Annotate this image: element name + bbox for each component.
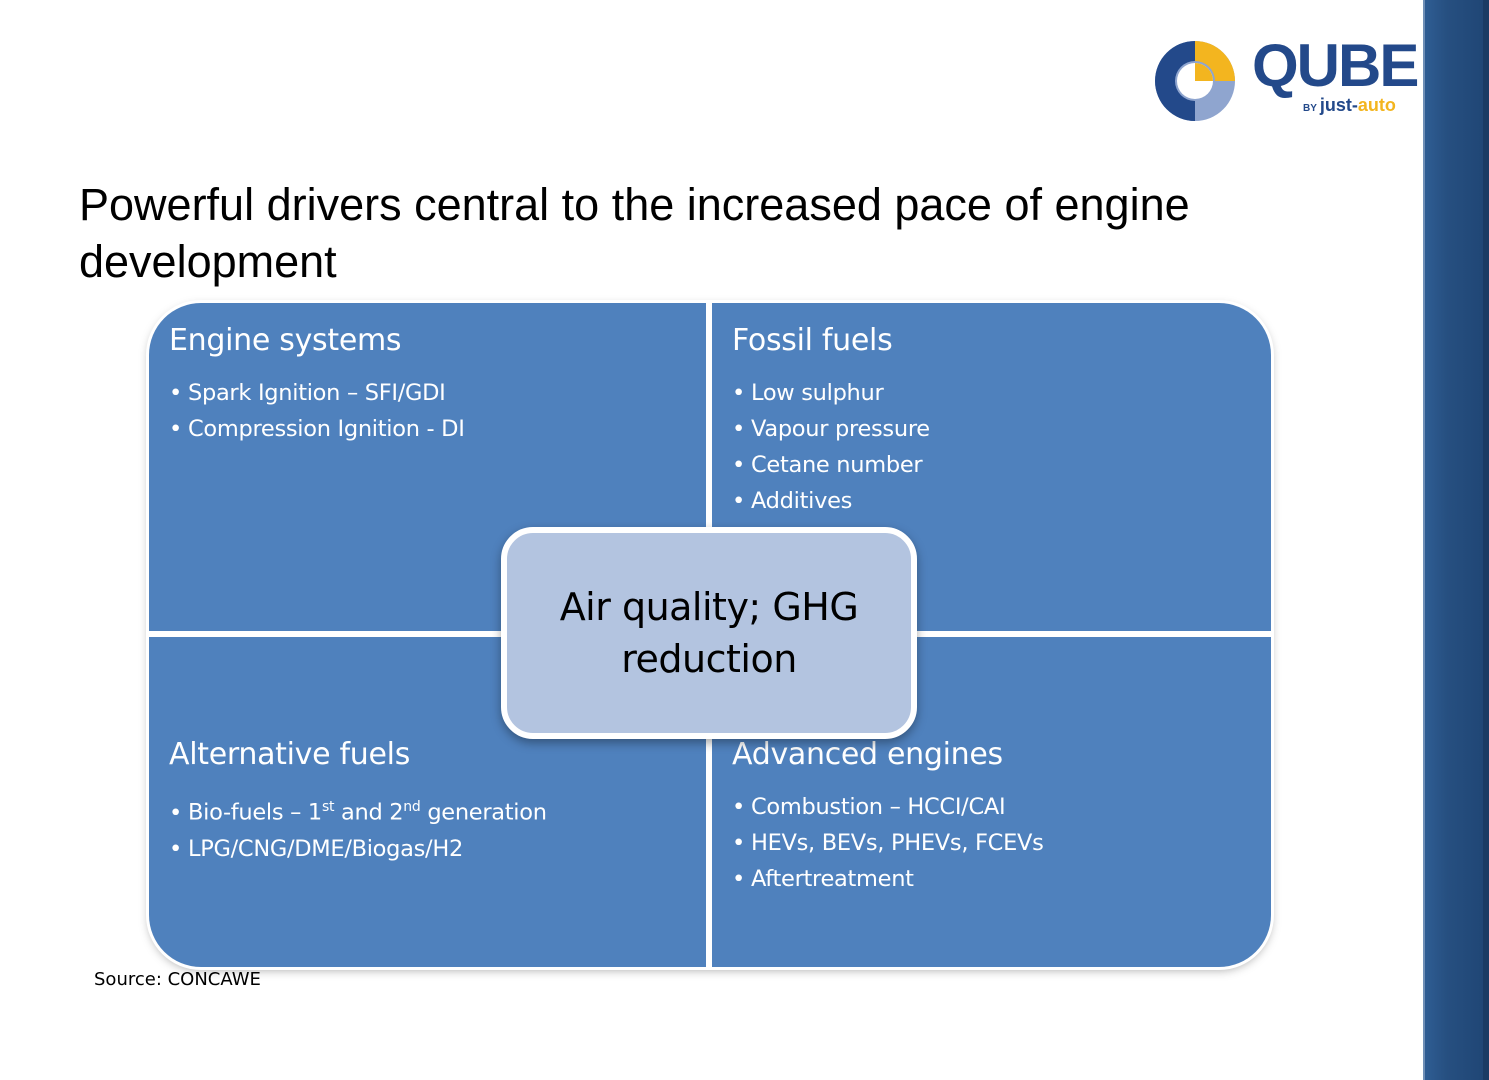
list-item: Additives (732, 483, 1251, 519)
list-item: Aftertreatment (732, 861, 1251, 897)
quadrant-heading: Advanced engines (732, 737, 1003, 772)
side-accent-bar (1423, 0, 1489, 1080)
center-label: Air quality; GHG reduction (559, 585, 859, 681)
list-item: Bio-fuels – 1st and 2nd generation (169, 789, 686, 831)
logo-wordmark: QUBE (1252, 32, 1419, 99)
center-driver-box: Air quality; GHG reduction (501, 527, 917, 739)
list-item: Compression Ignition - DI (169, 411, 686, 447)
list-item: Cetane number (732, 447, 1251, 483)
qube-logo-icon (1155, 41, 1235, 121)
quadrant-heading: Fossil fuels (732, 323, 893, 358)
driver-matrix: Engine systems Spark Ignition – SFI/GDI … (149, 303, 1271, 967)
quadrant-heading: Alternative fuels (169, 737, 411, 772)
slide-title: Powerful drivers central to the increase… (79, 179, 1190, 287)
list-item: LPG/CNG/DME/Biogas/H2 (169, 831, 686, 867)
list-item: Combustion – HCCI/CAI (732, 789, 1251, 825)
list-item: Spark Ignition – SFI/GDI (169, 375, 686, 411)
quadrant-engine-systems: Engine systems Spark Ignition – SFI/GDI … (149, 303, 706, 631)
list-item: HEVs, BEVs, PHEVs, FCEVs (732, 825, 1251, 861)
list-item: Low sulphur (732, 375, 1251, 411)
list-item: Vapour pressure (732, 411, 1251, 447)
source-note: Source: CONCAWE (94, 969, 261, 990)
logo-byline: BY just-auto (1303, 95, 1396, 115)
quadrant-heading: Engine systems (169, 323, 402, 358)
